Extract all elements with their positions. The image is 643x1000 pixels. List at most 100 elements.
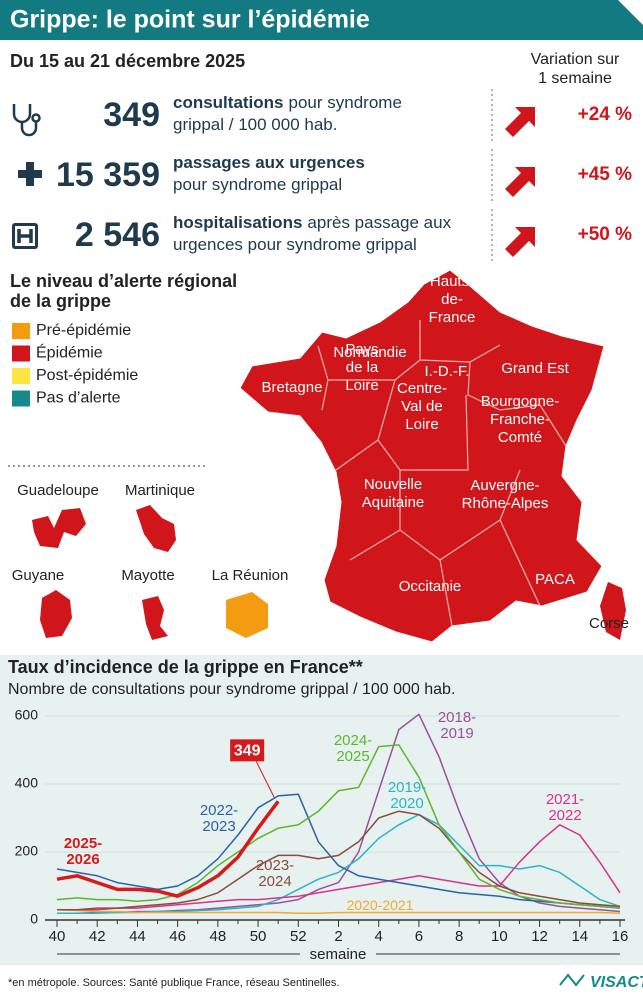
region-label: Corse xyxy=(589,615,629,632)
region-label: Bourgogne- xyxy=(481,393,559,410)
x-tick-label: 46 xyxy=(169,928,186,945)
legend-label: Épidémie xyxy=(36,343,103,362)
x-tick-label: 2 xyxy=(334,928,342,945)
x-tick-label: 16 xyxy=(612,928,629,945)
region-label: PACA xyxy=(535,571,575,588)
series-line xyxy=(57,824,621,911)
overseas-map xyxy=(142,596,168,640)
logo: VISACTU xyxy=(590,974,643,991)
stat-label: urgences pour syndrome grippal xyxy=(173,235,417,254)
legend-label: Pré-épidémie xyxy=(36,322,131,339)
stat-label-part: grippal / 100 000 hab. xyxy=(173,115,337,134)
series-label-box: 2019-2020 xyxy=(387,780,427,812)
y-tick-label: 200 xyxy=(15,843,39,859)
logo-mark xyxy=(559,973,585,987)
header-corner xyxy=(618,0,643,25)
series-label-box: 2018-2019 xyxy=(437,710,477,742)
up-arrow xyxy=(505,167,535,197)
region-label: de- xyxy=(441,291,463,308)
x-tick-label: 48 xyxy=(210,928,227,945)
stat-label: grippal / 100 000 hab. xyxy=(173,115,337,134)
stat-variation: +24 % xyxy=(578,104,633,125)
period: Du 15 au 21 décembre 2025 xyxy=(10,51,245,71)
x-tick-label: 4 xyxy=(375,928,383,945)
overseas-map xyxy=(32,508,86,548)
series-line xyxy=(56,909,621,914)
series-label-box: 2024-2025 xyxy=(334,733,372,764)
value-label-box xyxy=(230,739,265,762)
x-tick-label: 6 xyxy=(415,928,423,945)
region-label: Auvergne- xyxy=(470,477,539,494)
stethoscope-icon xyxy=(12,104,41,137)
value-label-leader xyxy=(255,761,275,798)
header-bar xyxy=(0,0,643,40)
stat-label-part: hospitalisations xyxy=(173,213,302,232)
overseas-label: Guyane xyxy=(12,567,65,584)
series-label: 2021-2022 xyxy=(545,792,585,824)
up-arrow xyxy=(505,227,535,257)
region-label: Pays xyxy=(345,341,378,358)
legend-swatch xyxy=(12,323,30,339)
stat-number: 15 359 xyxy=(56,156,160,194)
stat-variation: +45 % xyxy=(578,164,633,185)
series-label-box: 2023-2024 xyxy=(255,858,295,890)
chart-subtitle: Nombre de consultations pour syndrome gr… xyxy=(8,681,455,698)
value-label: 349 xyxy=(234,743,261,760)
region-label: I.-D.-F. xyxy=(425,363,470,380)
chart-title: Taux d’incidence de la grippe en France*… xyxy=(8,657,363,677)
region-label: Normandie xyxy=(333,344,406,361)
legend-swatch xyxy=(12,368,30,384)
series-label: 2023-2024 xyxy=(255,858,295,890)
region-label: Nouvelle xyxy=(364,476,422,493)
stat-label-part: pour syndrome xyxy=(289,93,402,112)
stat-label-part: après passage aux xyxy=(307,213,451,232)
series-label-box: 2020-2021 xyxy=(347,898,414,912)
region-label: Grand Est xyxy=(501,360,569,377)
series-line xyxy=(56,744,621,909)
region-label: Bretagne xyxy=(262,379,323,396)
stat-number: 2 546 xyxy=(75,216,160,254)
x-tick-label: 44 xyxy=(129,928,146,945)
stat-label: hospitalisations après passage aux xyxy=(173,213,452,232)
x-axis-label: semaine xyxy=(310,946,367,963)
region-label: Comté xyxy=(498,429,542,446)
legend-title: Le niveau d’alerte régional xyxy=(10,271,237,291)
region-label: France xyxy=(429,309,476,326)
y-tick-label: 600 xyxy=(15,707,39,723)
stat-variation: +50 % xyxy=(578,224,633,245)
variation-title: 1 semaine xyxy=(538,70,612,87)
series-label: 2019-2020 xyxy=(387,780,427,812)
x-tick-label: 50 xyxy=(250,928,267,945)
overseas-map xyxy=(136,505,176,552)
stat-label-part: passages aux urgences xyxy=(173,153,365,172)
stat-label: pour syndrome grippal xyxy=(173,175,342,194)
legend-swatch xyxy=(12,345,30,362)
stat-label: passages aux urgences xyxy=(173,153,365,172)
overseas-label: Mayotte xyxy=(121,567,174,584)
y-tick-label: 400 xyxy=(15,775,39,791)
cross-icon xyxy=(18,162,42,186)
x-tick-label: 40 xyxy=(49,928,66,945)
x-tick-label: 42 xyxy=(89,928,106,945)
series-label-box: 2025-2026 xyxy=(63,836,103,868)
region-borders xyxy=(317,320,567,627)
region-label: Rhône-Alpes xyxy=(462,495,549,512)
stat-label-part: consultations xyxy=(173,93,284,112)
series-label: 2025-2026 xyxy=(63,836,103,868)
legend-title: de la grippe xyxy=(10,291,111,311)
region-label: Loire xyxy=(405,416,438,433)
x-tick-label: 14 xyxy=(571,928,588,945)
legend-label: Post-épidémie xyxy=(36,367,138,384)
y-tick-label: 0 xyxy=(30,911,38,927)
stat-number: 349 xyxy=(103,96,160,134)
series-label: 2018-2019 xyxy=(437,710,477,742)
stat-label-part: urgences pour syndrome grippal xyxy=(173,235,417,254)
title: Grippe: le point sur l’épidémie xyxy=(10,6,370,34)
legend-label: Pas d’alerte xyxy=(36,390,121,407)
series-label: 2022-2023 xyxy=(199,803,239,835)
overseas-map xyxy=(40,590,72,638)
region-label: de la xyxy=(346,359,379,376)
region-label: Aquitaine xyxy=(362,494,425,511)
region-label: Franche- xyxy=(490,411,550,428)
